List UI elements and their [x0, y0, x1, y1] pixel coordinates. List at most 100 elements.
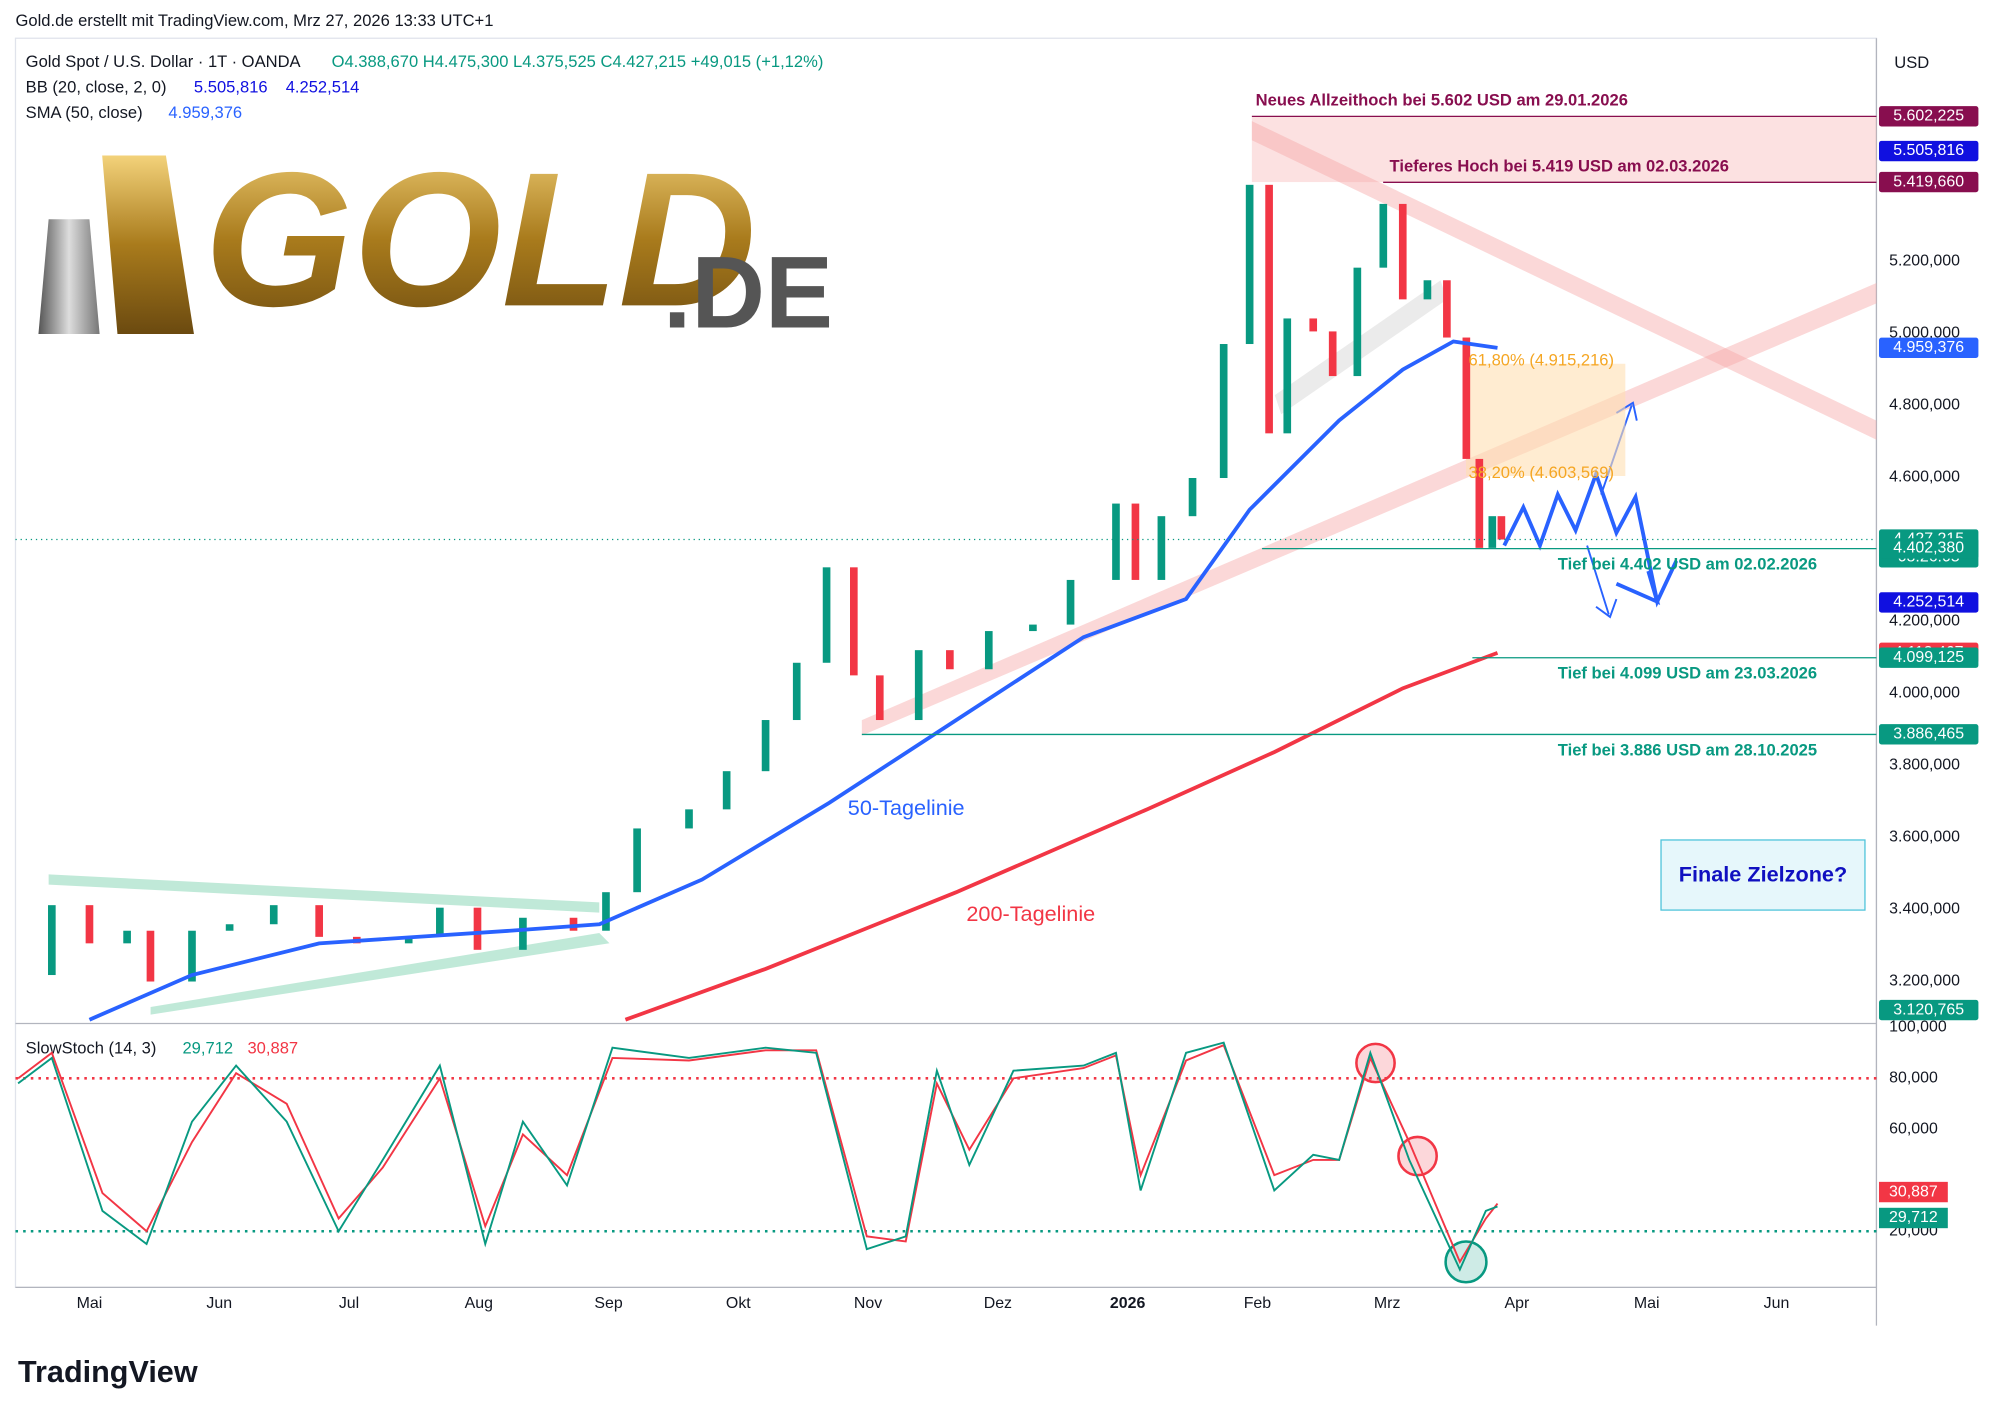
candle [1112, 503, 1120, 580]
projection [1502, 401, 1679, 619]
candle [1488, 516, 1497, 548]
candle [1157, 516, 1166, 580]
fib-label: 38,20% (4.603,569) [1469, 463, 1615, 482]
candle [473, 907, 482, 950]
annotation: Tief bei 3.886 USD am 28.10.2025 [1558, 740, 1817, 759]
price-label-box [1878, 140, 1979, 162]
price-label-box [1878, 337, 1979, 359]
sma50-label: 50-Tagelinie [848, 795, 965, 820]
candle [436, 907, 444, 937]
candle [1283, 318, 1292, 434]
price-label-box [1878, 592, 1979, 613]
target-label: Finale Zielzone? [1679, 861, 1847, 886]
bb-legend: BB (20, close, 2, 0) [26, 77, 167, 96]
candle [914, 650, 923, 721]
stoch-k-value: 29,712 [182, 1038, 233, 1057]
candle [315, 905, 323, 937]
candle [792, 662, 801, 721]
price-label-box [1878, 538, 1979, 559]
y-tick-label: 3.200,000 [1889, 973, 1960, 990]
candle [822, 567, 831, 663]
candle [123, 930, 131, 944]
candle [1245, 184, 1254, 345]
sma200-label: 200-Tagelinie [966, 901, 1095, 926]
y-tick-label: 4.800,000 [1889, 396, 1960, 413]
stoch-d-value: 30,887 [247, 1038, 298, 1057]
annotation: Tief bei 4.099 USD am 23.03.2026 [1558, 664, 1817, 683]
line-2 [624, 651, 1499, 1022]
x-tick-label: Jun [206, 1295, 232, 1312]
currency: USD [1894, 53, 1929, 72]
target-box [1660, 839, 1866, 911]
annotation: Neues Allzeithoch bei 5.602 USD am 29.01… [1256, 90, 1628, 109]
fib-label: 61,80% (4.915,216) [1469, 351, 1615, 370]
price-label-box [1878, 724, 1979, 745]
annotation: Tief bei 4.402 USD am 02.02.2026 [1558, 555, 1817, 574]
bb-upper: 5.505,816 [194, 77, 268, 96]
price-label: 5.602,225 [1893, 108, 1964, 125]
candle [48, 905, 56, 976]
price-label-box [1878, 999, 1979, 1021]
candle [850, 567, 858, 676]
candle [1328, 331, 1337, 377]
logo: GOLD .DE [38, 132, 833, 350]
price-label: 4.402,380 [1893, 540, 1964, 557]
line-1 [17, 1043, 1499, 1264]
price-label-box [1878, 647, 1979, 668]
candle [404, 936, 413, 944]
x-tick-label: Jun [1764, 1295, 1790, 1312]
candle [1029, 624, 1037, 632]
header: Gold.de erstellt mit TradingView.com, Mr… [15, 11, 493, 30]
candle [146, 930, 155, 982]
candle [188, 930, 196, 982]
candle [722, 771, 731, 810]
x-tick-label: Feb [1244, 1295, 1272, 1312]
stoch-circles [1355, 1042, 1488, 1284]
resistance-zone [1251, 116, 1877, 183]
price-label: 5.505,816 [1893, 142, 1964, 159]
candle [602, 892, 610, 931]
stoch-title: SlowStoch (14, 3) [26, 1038, 157, 1057]
line-1 [88, 339, 1498, 1022]
candle [1066, 579, 1075, 625]
x-tick-label: Mai [77, 1295, 103, 1312]
y-tick-label: 3.800,000 [1889, 757, 1960, 774]
candle [85, 905, 94, 944]
price-label: 3.120,765 [1893, 1001, 1964, 1018]
candle [685, 809, 693, 829]
price-label: 5.419,660 [1893, 173, 1964, 190]
x-tick-label: Mai [1634, 1295, 1660, 1312]
y-tick-label: 100,000 [1889, 1019, 1947, 1036]
candle [984, 631, 993, 670]
candle [1443, 280, 1451, 338]
candle [1309, 318, 1318, 332]
logo-word: GOLD [204, 132, 756, 346]
price-label: 4.252,514 [1893, 594, 1964, 611]
logo-suffix: .DE [663, 236, 833, 350]
value-label-box [1878, 1207, 1948, 1229]
candle [1265, 184, 1273, 434]
value-label: 30,887 [1889, 1183, 1938, 1200]
y-tick-label: 80,000 [1889, 1070, 1938, 1087]
candle [1379, 203, 1388, 268]
price-layer [48, 116, 1877, 1022]
x-tick-label: Sep [594, 1295, 622, 1312]
candle [946, 650, 954, 670]
candle [225, 924, 234, 931]
candle [1462, 337, 1471, 459]
candle [1131, 503, 1140, 580]
candle [1353, 267, 1362, 377]
value-label-box [1878, 1181, 1948, 1203]
sma-value: 4.959,376 [168, 103, 242, 122]
sma-legend: SMA (50, close) [26, 103, 143, 122]
footer-logo: TradingView [18, 1355, 198, 1389]
value-label: 29,712 [1889, 1209, 1938, 1226]
x-tick-label: Jul [339, 1295, 359, 1312]
annotation: Tieferes Hoch bei 5.419 USD am 02.03.202… [1390, 156, 1729, 175]
candle [761, 720, 770, 772]
bb-lower: 4.252,514 [286, 77, 360, 96]
y-tick-label: 4.600,000 [1889, 468, 1960, 485]
y-tick-label: 5.200,000 [1889, 252, 1960, 269]
